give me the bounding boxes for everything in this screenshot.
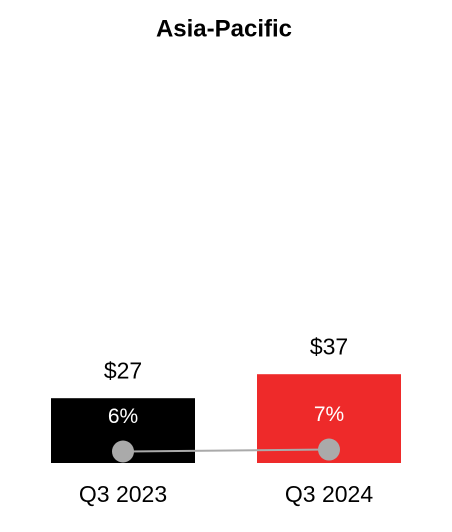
bar-value-label: $27 — [104, 357, 142, 383]
line-marker — [318, 438, 340, 461]
line-marker — [112, 440, 134, 463]
line — [122, 448, 330, 453]
line-value-label: 7% — [314, 403, 344, 426]
line-value-label: 6% — [108, 405, 138, 428]
x-tick-label: Q3 2023 — [79, 481, 167, 507]
bar-value-label: $37 — [310, 333, 348, 359]
x-tick-label: Q3 2024 — [285, 481, 373, 507]
chart-title: Asia-Pacific — [156, 15, 292, 42]
